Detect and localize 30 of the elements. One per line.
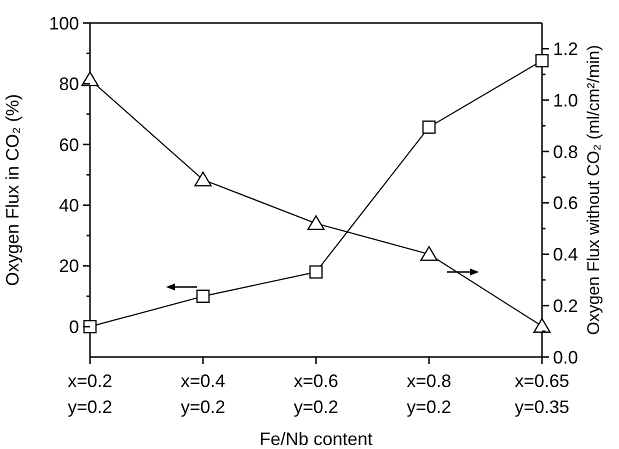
y2-tick-label: 0.2 — [553, 296, 578, 316]
y2-tick-label: 1.0 — [553, 90, 578, 110]
point — [533, 318, 551, 333]
y-tick-label: 20 — [58, 256, 79, 276]
y2-tick-label: 0.0 — [553, 347, 578, 368]
x-tick-label: x=0.8 y=0.2 — [406, 371, 452, 417]
y-tick-label: 0 — [68, 316, 79, 337]
point — [420, 246, 438, 261]
y-tick-label: 100 — [48, 13, 79, 34]
y-tick-label: 60 — [58, 134, 79, 155]
y2-tick-label: 1.2 — [553, 38, 578, 59]
y-tick-label: 40 — [58, 195, 79, 216]
x-axis-title: Fe/Nb content — [259, 429, 373, 449]
y-axis-title: Oxygen Flux in CO₂ (%) — [2, 94, 22, 286]
x-tick-label: x=0.2 y=0.2 — [68, 371, 112, 417]
x-tick-label: x=0.4 y=0.2 — [180, 371, 226, 417]
point — [535, 54, 549, 68]
point — [307, 215, 325, 230]
point — [194, 172, 212, 186]
y2-axis-title: Oxygen Flux without CO₂ (ml/cm²/min) — [584, 45, 604, 335]
x-tick-label: x=0.65 y=0.35 — [514, 371, 570, 417]
point — [196, 290, 210, 303]
y2-tick-label: 0.4 — [553, 244, 578, 265]
y2-tick-label: 0.6 — [553, 193, 578, 214]
y-tick-label: 80 — [58, 74, 79, 94]
point — [309, 265, 323, 279]
point — [422, 120, 436, 134]
y2-tick-label: 0.8 — [553, 142, 578, 162]
x-tick-label: x=0.6 y=0.2 — [294, 371, 338, 417]
point — [81, 71, 99, 86]
